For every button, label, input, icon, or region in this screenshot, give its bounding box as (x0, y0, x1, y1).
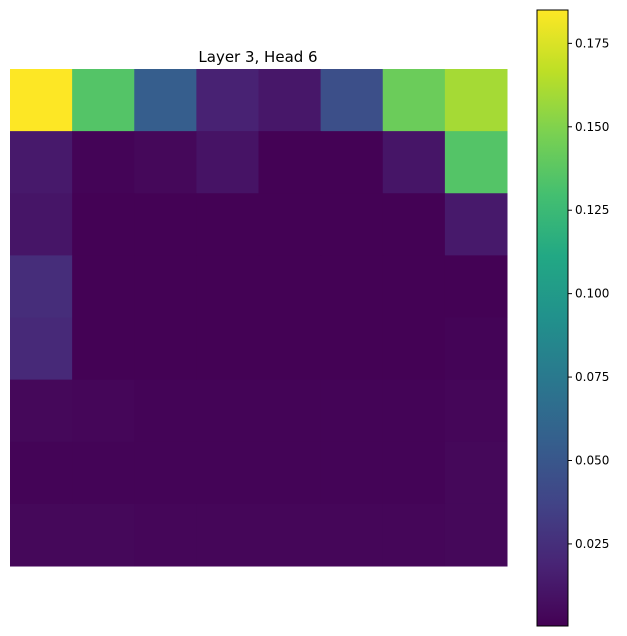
heatmap-cell-r6-c4 (258, 441, 322, 505)
heatmap-cell-r7-c1 (72, 503, 135, 567)
heatmap-cell-r3-c6 (382, 255, 446, 319)
heatmap-cell-r2-c2 (134, 193, 197, 256)
heatmap-cell-r0-c4 (258, 69, 322, 132)
heatmap-cell-r7-c4 (258, 503, 322, 567)
heatmap-cell-r5-c6 (382, 379, 446, 443)
heatmap-cell-r6-c3 (196, 441, 260, 505)
heatmap-cell-r6-c1 (72, 441, 135, 505)
heatmap-cell-r0-c6 (382, 69, 446, 132)
heatmap-cell-r1-c5 (320, 131, 384, 194)
heatmap-cell-r1-c6 (382, 131, 446, 194)
heatmap-cell-r3-c3 (196, 255, 260, 319)
heatmap-cell-r4-c7 (444, 317, 508, 381)
heatmap-cell-r5-c0 (10, 379, 73, 443)
colorbar-tick-label: 0.125 (575, 203, 609, 217)
heatmap-cell-r3-c0 (10, 255, 73, 319)
heatmap-cell-r4-c4 (258, 317, 322, 381)
heatmap-cell-r2-c0 (10, 193, 73, 256)
heatmap-cell-r4-c1 (72, 317, 135, 381)
heatmap-cell-r0-c3 (196, 69, 260, 132)
heatmap-cell-r1-c4 (258, 131, 322, 194)
heatmap-cell-r3-c2 (134, 255, 197, 319)
colorbar-frame (536, 9, 569, 627)
heatmap-cell-r1-c2 (134, 131, 197, 194)
heatmap-cell-r2-c5 (320, 193, 384, 256)
heatmap-cell-r7-c2 (134, 503, 197, 567)
heatmap-cell-r4-c3 (196, 317, 260, 381)
heatmap-cell-r0-c1 (72, 69, 135, 132)
heatmap-cell-r2-c7 (444, 193, 508, 256)
heatmap-cell-r5-c5 (320, 379, 384, 443)
heatmap-cell-r5-c4 (258, 379, 322, 443)
heatmap-cell-r5-c2 (134, 379, 197, 443)
heatmap-cell-r5-c3 (196, 379, 260, 443)
heatmap-cell-r4-c2 (134, 317, 197, 381)
colorbar-tick-label: 0.175 (575, 36, 609, 50)
heatmap-cell-r3-c5 (320, 255, 384, 319)
heatmap-cell-r5-c7 (444, 379, 508, 443)
heatmap-cell-r4-c0 (10, 317, 73, 381)
heatmap-cell-r1-c1 (72, 131, 135, 194)
heatmap-cell-r6-c0 (10, 441, 73, 505)
heatmap-cell-r5-c1 (72, 379, 135, 443)
heatmap-cell-r3-c7 (444, 255, 508, 319)
heatmap-cell-r0-c0 (10, 69, 73, 132)
heatmap-cell-r2-c6 (382, 193, 446, 256)
heatmap-cell-r4-c5 (320, 317, 384, 381)
heatmap-cell-r1-c0 (10, 131, 73, 194)
heatmap-cell-r3-c4 (258, 255, 322, 319)
heatmap-cell-r6-c5 (320, 441, 384, 505)
chart-title: Layer 3, Head 6 (198, 48, 317, 66)
heatmap-cell-r2-c3 (196, 193, 260, 256)
heatmap-cell-r6-c6 (382, 441, 446, 505)
heatmap-cell-r7-c3 (196, 503, 260, 567)
heatmap-cell-r0-c5 (320, 69, 384, 132)
heatmap-cell-r2-c4 (258, 193, 322, 256)
colorbar-tick-label: 0.050 (575, 453, 609, 467)
heatmap-cell-r0-c7 (444, 69, 508, 132)
heatmap-cell-r7-c6 (382, 503, 446, 567)
heatmap-cell-r6-c2 (134, 441, 197, 505)
heatmap-cell-r7-c7 (444, 503, 508, 567)
heatmap-cell-r7-c0 (10, 503, 73, 567)
colorbar-tick-label: 0.025 (575, 537, 609, 551)
heatmap-cell-r2-c1 (72, 193, 135, 256)
heatmap-cell-r4-c6 (382, 317, 446, 381)
heatmap-cell-r0-c2 (134, 69, 197, 132)
colorbar-tick-label: 0.150 (575, 120, 609, 134)
heatmap-cell-r1-c7 (444, 131, 508, 194)
colorbar-ticks: 0.025 0.050 0.075 0.100 0.125 0.150 0.175 (568, 36, 609, 551)
colorbar-tick-label: 0.100 (575, 287, 609, 301)
heatmap-grid (10, 69, 508, 567)
heatmap-cell-r1-c3 (196, 131, 260, 194)
heatmap-cell-r3-c1 (72, 255, 135, 319)
colorbar: 0.025 0.050 0.075 0.100 0.125 0.150 0.175 (536, 9, 609, 627)
colorbar-gradient (537, 10, 568, 626)
heatmap-cell-r6-c7 (444, 441, 508, 505)
colorbar-tick-label: 0.075 (575, 370, 609, 384)
heatmap-cell-r7-c5 (320, 503, 384, 567)
